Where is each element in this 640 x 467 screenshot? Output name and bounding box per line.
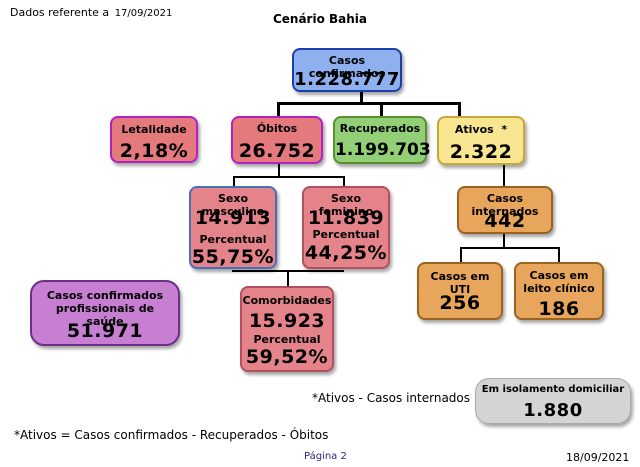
connector-ativos-stem — [503, 165, 505, 186]
casos-leito-label: Casos em leito clínico — [523, 269, 595, 295]
letalidade-value: 2,18% — [119, 140, 189, 162]
comorbidades-pct-label: Percentual — [253, 333, 321, 346]
page-title: Cenário Bahia — [272, 12, 368, 26]
connector-obitos-drop — [277, 102, 280, 118]
casos-leito-value: 186 — [538, 298, 580, 320]
isolamento-domiciliar-value: 1.880 — [523, 400, 583, 421]
connector-intern-bar — [460, 247, 560, 249]
obitos-label: Óbitos — [256, 122, 298, 135]
comorbidades-pct: 59,52% — [245, 346, 329, 368]
connector-ativos-drop — [458, 102, 461, 118]
sexo-feminino-pct: 44,25% — [304, 242, 388, 264]
connector-recuperados-drop — [380, 102, 383, 118]
obitos-box: Óbitos 26.752 — [231, 116, 323, 164]
recuperados-value: 1.199.703 — [335, 140, 431, 160]
obitos-value: 26.752 — [238, 140, 316, 162]
page-number: Página 2 — [304, 451, 347, 462]
recuperados-label: Recuperados — [339, 122, 421, 135]
footer-date: 18/09/2021 — [566, 451, 630, 464]
ativos-value: 2.322 — [449, 141, 513, 163]
connector-obitos-stem — [278, 163, 280, 177]
sexo-feminino-label: Sexo feminino — [318, 192, 374, 218]
casos-confirmados-box: Casos confirmados 1.228.777 — [292, 48, 402, 92]
connector-intern-stem — [503, 234, 505, 248]
casos-internados-value: 442 — [484, 210, 526, 232]
dados-referente-label: Dados referente a 17/09/2021 — [10, 6, 172, 19]
connector-uti-drop — [460, 247, 462, 262]
ativos-label: Ativos * — [454, 123, 508, 136]
isolamento-domiciliar-label: Em isolamento domiciliar — [481, 384, 625, 395]
sexo-masculino-pct: 55,75% — [191, 246, 275, 268]
casos-leito-box: Casos em leito clínico 186 — [514, 262, 604, 320]
comorbidades-value: 15.923 — [248, 310, 326, 332]
connector-sexo-bar — [233, 176, 345, 178]
casos-uti-box: Casos em UTI 256 — [417, 262, 503, 320]
connector-fem-drop — [343, 176, 345, 186]
sexo-masculino-value: 14.913 — [194, 207, 272, 229]
profissionais-saude-value: 51.971 — [66, 320, 144, 342]
isolamento-domiciliar-box: Em isolamento domiciliar 1.880 — [475, 378, 631, 424]
sexo-masculino-label: Sexo masculino — [201, 192, 265, 218]
connector-top-stem — [360, 91, 363, 104]
dados-date: 17/09/2021 — [114, 8, 173, 19]
connector-leito-drop — [558, 247, 560, 262]
casos-uti-label: Casos em UTI — [430, 270, 490, 296]
profissionais-saude-box: Casos confirmados profissionais de saúde… — [30, 280, 180, 346]
ativos-definition-footnote: *Ativos = Casos confirmados - Recuperado… — [14, 428, 329, 442]
sexo-masculino-pct-label: Percentual — [199, 233, 267, 246]
casos-confirmados-value: 1.228.777 — [294, 69, 400, 90]
casos-internados-box: Casos internados 442 — [457, 186, 553, 234]
comorbidades-box: Comorbidades 15.923 Percentual 59,52% — [240, 286, 334, 372]
sexo-feminino-value: 11.839 — [307, 207, 385, 229]
comorbidades-label: Comorbidades — [242, 294, 332, 307]
ativos-box: Ativos * 2.322 — [437, 116, 525, 165]
connector-top-bar — [277, 102, 461, 105]
casos-confirmados-label: Casos confirmados — [308, 54, 386, 80]
connector-comorb-stem — [287, 270, 289, 286]
connector-masc-drop — [233, 176, 235, 186]
casos-internados-label: Casos internados — [471, 192, 539, 218]
profissionais-saude-label: Casos confirmados profissionais de saúde — [46, 289, 164, 328]
sexo-feminino-pct-label: Percentual — [312, 228, 380, 241]
recuperados-box: Recuperados 1.199.703 — [333, 116, 431, 164]
letalidade-box: Letalidade 2,18% — [110, 116, 198, 163]
sexo-feminino-box: Sexo feminino 11.839 Percentual 44,25% — [302, 186, 390, 269]
ativos-formula-note: *Ativos - Casos internados = — [312, 391, 484, 405]
casos-uti-value: 256 — [439, 292, 481, 314]
sexo-masculino-box: Sexo masculino 14.913 Percentual 55,75% — [189, 186, 277, 269]
dados-label: Dados referente a — [10, 6, 110, 19]
letalidade-label: Letalidade — [121, 123, 187, 136]
